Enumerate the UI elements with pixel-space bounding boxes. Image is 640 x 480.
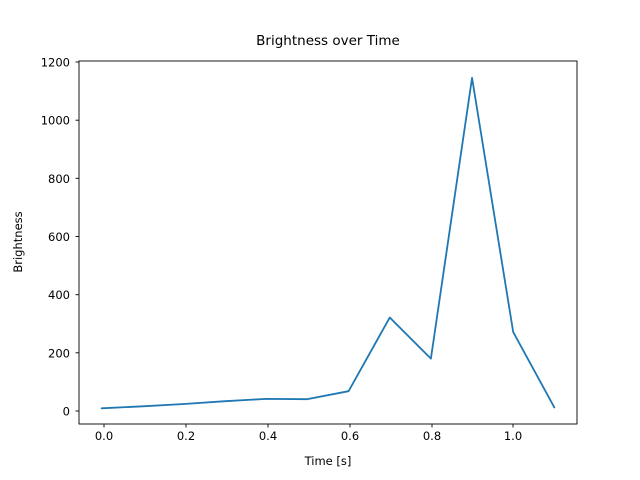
y-axis-label: Brightness: [11, 211, 25, 272]
chart-title: Brightness over Time: [256, 33, 400, 49]
x-axis-label: Time [s]: [304, 454, 352, 468]
x-tick-label: 0.2: [177, 429, 195, 443]
x-tick-label: 0.0: [95, 429, 113, 443]
x-axis-ticks: [103, 424, 514, 428]
y-axis-tick-labels: 0 200 400 600 800 1000 1200: [41, 56, 70, 419]
x-tick-label: 0.8: [423, 429, 441, 443]
y-tick-label: 1000: [41, 114, 70, 128]
y-tick-label: 1200: [41, 56, 70, 70]
y-tick-label: 400: [48, 288, 70, 302]
x-tick-label: 0.6: [341, 429, 359, 443]
y-tick-label: 600: [48, 230, 70, 244]
y-tick-label: 800: [48, 172, 70, 186]
y-tick-label: 0: [63, 405, 70, 419]
brightness-series-line: [100, 76, 556, 410]
axes-frame: [78, 60, 578, 425]
y-tick-label: 200: [48, 346, 70, 360]
y-axis-ticks: [75, 61, 79, 412]
x-tick-label: 1.0: [504, 429, 522, 443]
x-tick-label: 0.4: [259, 429, 277, 443]
x-axis-tick-labels: 0.0 0.2 0.4 0.6 0.8 1.0: [95, 429, 522, 443]
